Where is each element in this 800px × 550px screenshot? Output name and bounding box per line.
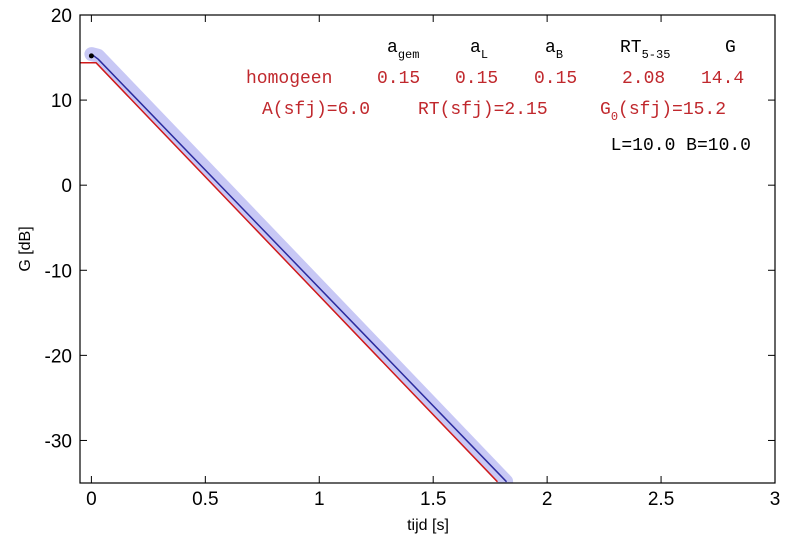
header-a-l: aL	[470, 38, 488, 62]
series-red	[80, 61, 498, 483]
row1-a-b: 0.15	[534, 69, 577, 89]
row1-rt: 2.08	[622, 69, 665, 89]
row1-label: homogeen	[246, 69, 332, 89]
annotation-dimensions: L=10.0 B=10.0	[611, 136, 751, 156]
x-tick-label: 2.5	[648, 489, 674, 510]
y-tick-label: 10	[51, 91, 72, 112]
x-axis-label: tijd [s]	[407, 517, 449, 534]
row2-rt: RT(sfj)=2.15	[418, 100, 548, 120]
ticks-layer: 0 0.5 1 1.5 2 2.5 3 -30 -20 -10 0 10 20	[45, 6, 781, 510]
y-tick-label: -30	[45, 431, 72, 452]
series-band	[84, 47, 514, 483]
header-a-gem: agem	[387, 38, 419, 62]
x-tick-label: 1.5	[420, 489, 446, 510]
annotation-row-homogeen: homogeen 0.15 0.15 0.15 2.08 14.4	[246, 69, 744, 89]
row1-a-gem: 0.15	[377, 69, 420, 89]
row1-g: 14.4	[701, 69, 744, 89]
y-tick-label: -20	[45, 346, 72, 367]
row2-g0: G0(sfj)=15.2	[600, 100, 726, 124]
x-tick-label: 0	[86, 489, 97, 510]
y-tick-label: 20	[51, 6, 72, 27]
series-layer	[80, 47, 514, 483]
annotation-header: agem aL aB RT5-35 G	[387, 38, 736, 62]
row1-a-l: 0.15	[455, 69, 498, 89]
y-tick-label: -10	[45, 261, 72, 282]
y-tick-label: 0	[61, 176, 72, 197]
annotation-row-sfj: A(sfj)=6.0 RT(sfj)=2.15 G0(sfj)=15.2	[262, 100, 726, 124]
header-a-b: aB	[545, 38, 563, 62]
x-tick-label: 2	[542, 489, 553, 510]
x-tick-label: 1	[314, 489, 325, 510]
x-tick-label: 3	[770, 489, 781, 510]
row2-a: A(sfj)=6.0	[262, 100, 370, 120]
plot-frame	[79, 14, 776, 484]
header-rt: RT5-35	[620, 38, 670, 62]
start-point	[88, 53, 94, 59]
y-axis-label: G [dB]	[17, 226, 34, 271]
x-tick-label: 0.5	[192, 489, 218, 510]
header-g: G	[725, 38, 736, 58]
series-blue	[92, 55, 507, 483]
